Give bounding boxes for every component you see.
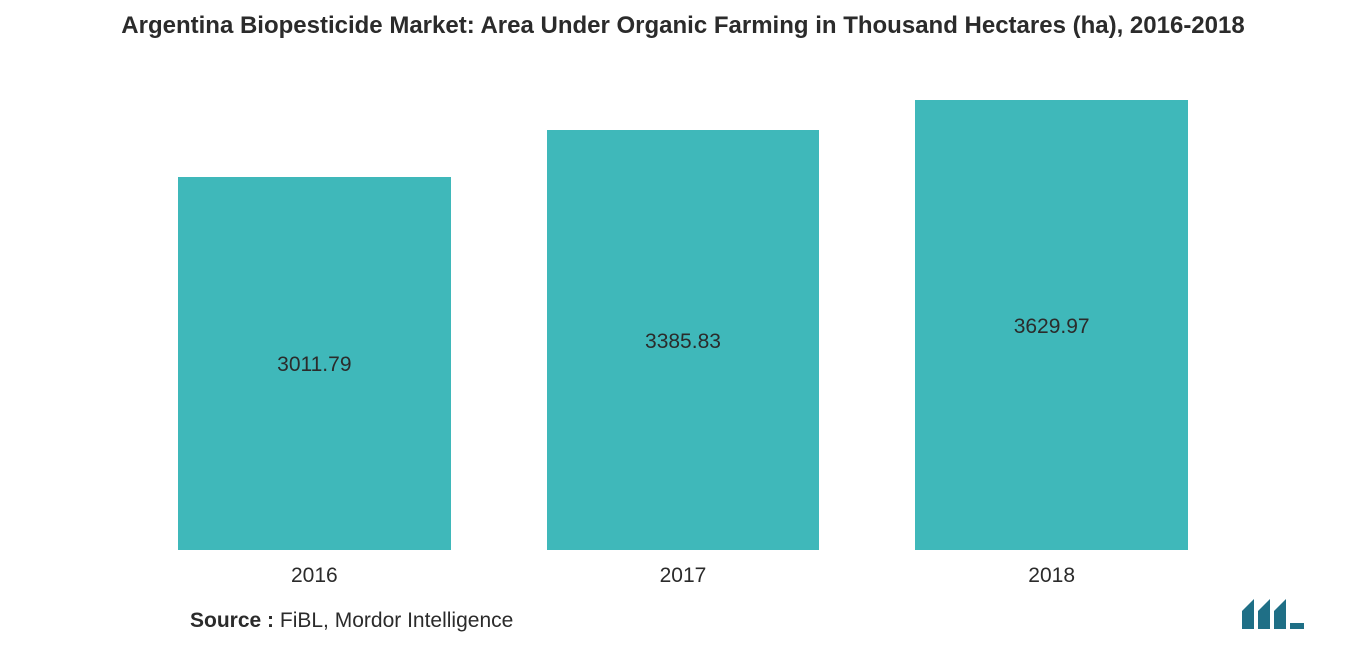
- chart-plot-area: 3011.792016 3385.832017 3629.972018: [130, 100, 1236, 550]
- bar-value-label: 3385.83: [547, 330, 820, 354]
- source-text: FiBL, Mordor Intelligence: [280, 609, 513, 632]
- bar-slot: 3011.792016: [178, 100, 451, 550]
- source-label: Source :: [190, 609, 274, 632]
- bar-slot: 3385.832017: [547, 100, 820, 550]
- category-label: 2017: [547, 550, 820, 588]
- bar-slot: 3629.972018: [915, 100, 1188, 550]
- mordor-intelligence-logo-icon: [1240, 597, 1306, 633]
- category-label: 2018: [915, 550, 1188, 588]
- category-label: 2016: [178, 550, 451, 588]
- bar-value-label: 3629.97: [915, 315, 1188, 339]
- chart-title: Argentina Biopesticide Market: Area Unde…: [0, 0, 1366, 42]
- source-line: Source : FiBL, Mordor Intelligence: [190, 609, 513, 633]
- bar-value-label: 3011.79: [178, 353, 451, 377]
